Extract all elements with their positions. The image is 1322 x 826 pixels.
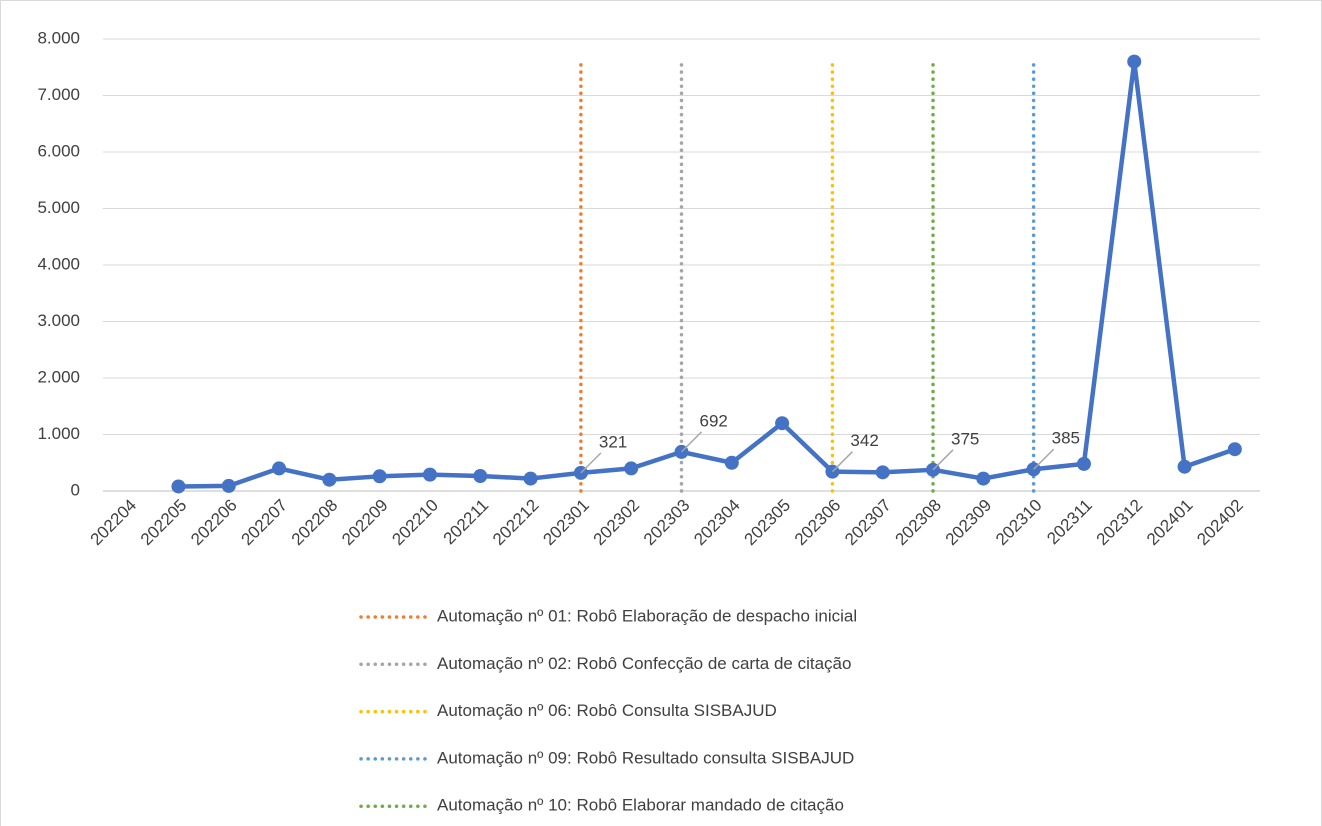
point [976, 471, 991, 486]
point [1127, 54, 1142, 69]
point [1076, 456, 1091, 471]
x-tick-label: 202310 [992, 496, 1046, 550]
x-tick-label: 202307 [841, 496, 895, 550]
point [422, 467, 437, 482]
x-tick-label: 202204 [87, 496, 141, 550]
label-leader [580, 452, 602, 474]
x-tick-label: 202301 [539, 496, 593, 550]
y-tick-label: 5.000 [37, 198, 80, 217]
x-tick-label: 202207 [238, 496, 292, 550]
data-label: 692 [700, 411, 728, 430]
data-label: 375 [951, 429, 979, 448]
series-line [178, 59, 1236, 489]
point [775, 416, 790, 431]
y-tick-label: 7.000 [37, 85, 80, 104]
point [372, 469, 387, 484]
x-tick-label: 202210 [388, 496, 442, 550]
x-tick-label: 202303 [640, 496, 694, 550]
point [221, 478, 236, 493]
x-tick-label: 202304 [690, 496, 744, 550]
point [875, 465, 890, 480]
x-tick-label: 202206 [187, 496, 241, 550]
label-leader [1033, 448, 1055, 470]
y-tick-label: 2.000 [37, 367, 80, 386]
point [724, 455, 739, 470]
legend-label: Automação nº 09: Robô Resultado consulta… [437, 748, 854, 767]
x-tick-label: 202402 [1193, 496, 1247, 550]
label-leader [831, 451, 853, 473]
y-tick-label: 6.000 [37, 141, 80, 160]
point [473, 469, 488, 484]
y-tick-label: 1.000 [37, 424, 80, 443]
data-label: 342 [850, 431, 878, 450]
x-tick-label: 202302 [590, 496, 644, 550]
point [624, 461, 639, 476]
point [171, 479, 186, 494]
x-tick-label: 202212 [489, 496, 543, 550]
x-tick-label: 202309 [942, 496, 996, 550]
point [272, 461, 287, 476]
y-tick-label: 8.000 [37, 28, 80, 47]
label-leader [932, 449, 954, 471]
point [1227, 442, 1242, 457]
y-tick-label: 3.000 [37, 311, 80, 330]
point [523, 471, 538, 486]
y-tick-label: 0 [71, 480, 80, 499]
x-tick-label: 202306 [791, 496, 845, 550]
data-label: 385 [1052, 429, 1080, 448]
legend-label: Automação nº 01: Robô Elaboração de desp… [437, 606, 857, 625]
x-tick-label: 202208 [288, 496, 342, 550]
label-leader [680, 431, 703, 453]
x-tick-label: 202312 [1093, 496, 1147, 550]
x-tick-label: 202209 [338, 496, 392, 550]
x-tick-label: 202308 [891, 496, 945, 550]
x-tick-label: 202311 [1043, 496, 1096, 549]
point [1177, 459, 1192, 474]
point [322, 472, 337, 487]
x-tick-label: 202401 [1143, 496, 1197, 550]
x-tick-label: 202205 [137, 496, 191, 550]
legend-label: Automação nº 10: Robô Elaborar mandado d… [437, 796, 844, 815]
x-tick-label: 202305 [741, 496, 795, 550]
legend-label: Automação nº 06: Robô Consulta SISBAJUD [437, 701, 777, 720]
data-label: 321 [599, 432, 627, 451]
x-tick-label: 202211 [440, 496, 493, 549]
y-tick-label: 4.000 [37, 254, 80, 273]
legend-label: Automação nº 02: Robô Confecção de carta… [437, 654, 851, 673]
